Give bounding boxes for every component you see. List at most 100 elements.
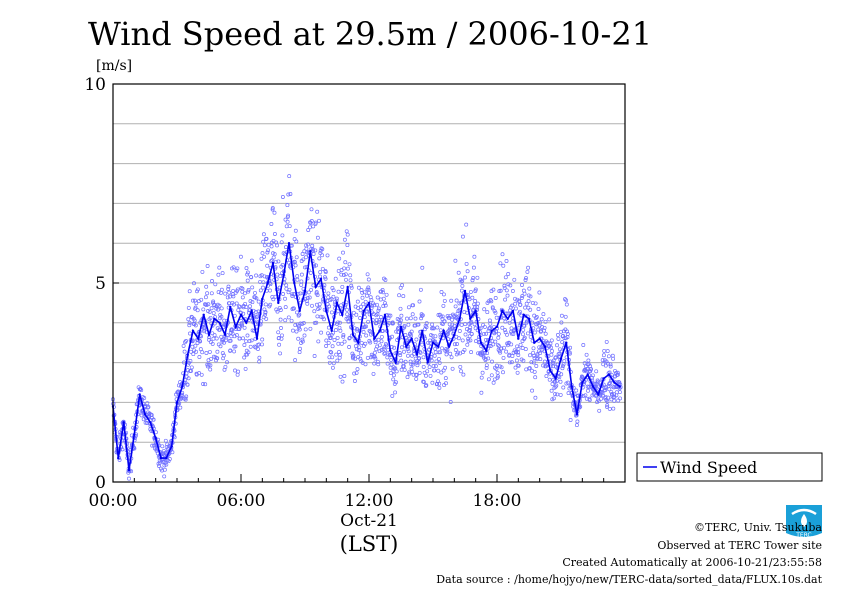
scatter-point: [367, 328, 372, 333]
scatter-point: [369, 332, 374, 337]
wind-speed-point: [293, 281, 296, 285]
wind-speed-point: [207, 333, 211, 336]
scatter-point: [242, 343, 247, 347]
scatter-point: [201, 382, 206, 386]
scatter-point: [355, 299, 360, 304]
wind-speed-point: [213, 317, 216, 320]
scatter-point: [463, 275, 467, 280]
scatter-point: [203, 295, 208, 300]
scatter-point: [541, 312, 546, 317]
wind-speed-point: [453, 333, 456, 336]
scatter-point: [438, 350, 443, 355]
scatter-point: [525, 269, 530, 274]
scatter-point: [342, 237, 347, 242]
scatter-point: [210, 279, 214, 283]
scatter-point: [399, 358, 404, 363]
scatter-point: [242, 291, 247, 296]
scatter-point: [317, 302, 322, 307]
scatter-point: [484, 331, 489, 336]
scatter-point: [379, 339, 384, 344]
scatter-point: [542, 328, 547, 333]
scatter-point: [555, 343, 559, 348]
scatter-point: [310, 248, 315, 253]
scatter-point: [335, 358, 340, 363]
scatter-point: [376, 337, 381, 342]
scatter-point: [458, 364, 463, 369]
scatter-point: [586, 388, 590, 393]
wind-speed-point: [394, 361, 397, 364]
scatter-point: [297, 350, 302, 355]
scatter-point: [343, 272, 348, 277]
scatter-point: [418, 350, 423, 355]
scatter-point: [394, 369, 399, 374]
scatter-point: [547, 377, 552, 382]
scatter-point: [533, 375, 538, 380]
scatter-point: [262, 243, 267, 248]
scatter-point: [526, 265, 531, 270]
scatter-point: [486, 329, 491, 334]
scatter-point: [205, 291, 210, 296]
scatter-point: [311, 252, 316, 256]
scatter-point: [223, 364, 228, 369]
scatter-point: [394, 329, 399, 334]
scatter-point: [520, 294, 525, 299]
scatter-point: [470, 278, 475, 283]
scatter-point: [468, 325, 473, 330]
scatter-point: [249, 258, 254, 263]
scatter-point: [538, 357, 543, 362]
scatter-point: [386, 313, 391, 318]
scatter-point: [606, 395, 611, 400]
scatter-point: [276, 330, 281, 335]
scatter-point: [460, 338, 465, 343]
wind-speed-point: [373, 337, 376, 340]
scatter-point: [225, 360, 229, 365]
scatter-point: [503, 319, 508, 324]
scatter-point: [385, 361, 390, 366]
scatter-point: [516, 363, 521, 368]
raw-data-points: [111, 174, 623, 481]
scatter-point: [243, 366, 248, 371]
scatter-point: [170, 450, 175, 455]
scatter-point: [207, 349, 212, 354]
scatter-point: [607, 406, 612, 411]
scatter-point: [357, 345, 362, 350]
scatter-point: [331, 361, 336, 366]
wind-speed-point: [223, 333, 227, 336]
legend-label: Wind Speed: [660, 458, 757, 477]
scatter-point: [564, 298, 569, 303]
scatter-point: [391, 321, 395, 326]
scatter-point: [376, 306, 381, 311]
scatter-point: [330, 344, 335, 349]
scatter-point: [331, 294, 336, 299]
scatter-point: [417, 299, 422, 304]
scatter-point: [522, 335, 527, 340]
wind-speed-point: [122, 421, 125, 424]
scatter-point: [300, 337, 305, 342]
wind-speed-point: [138, 393, 141, 396]
wind-speed-point: [170, 445, 173, 448]
scatter-point: [421, 355, 426, 360]
scatter-point: [191, 298, 195, 303]
scatter-point: [294, 255, 299, 260]
scatter-point: [488, 321, 493, 326]
scatter-point: [269, 259, 274, 264]
scatter-point: [184, 339, 188, 343]
scatter-point: [393, 390, 398, 395]
scatter-point: [405, 316, 409, 321]
scatter-point: [498, 261, 503, 266]
scatter-point: [360, 295, 365, 300]
scatter-point: [464, 261, 469, 266]
wind-speed-point: [239, 313, 243, 316]
scatter-point: [236, 369, 241, 374]
scatter-point: [611, 406, 616, 411]
scatter-point: [530, 320, 535, 325]
scatter-point: [216, 307, 221, 312]
scatter-point: [480, 370, 485, 375]
scatter-point: [370, 303, 375, 308]
scatter-point: [482, 324, 487, 329]
scatter-point: [386, 347, 390, 352]
scatter-point: [523, 305, 528, 310]
scatter-point: [248, 304, 252, 309]
scatter-point: [280, 195, 285, 199]
scatter-point: [323, 276, 328, 281]
